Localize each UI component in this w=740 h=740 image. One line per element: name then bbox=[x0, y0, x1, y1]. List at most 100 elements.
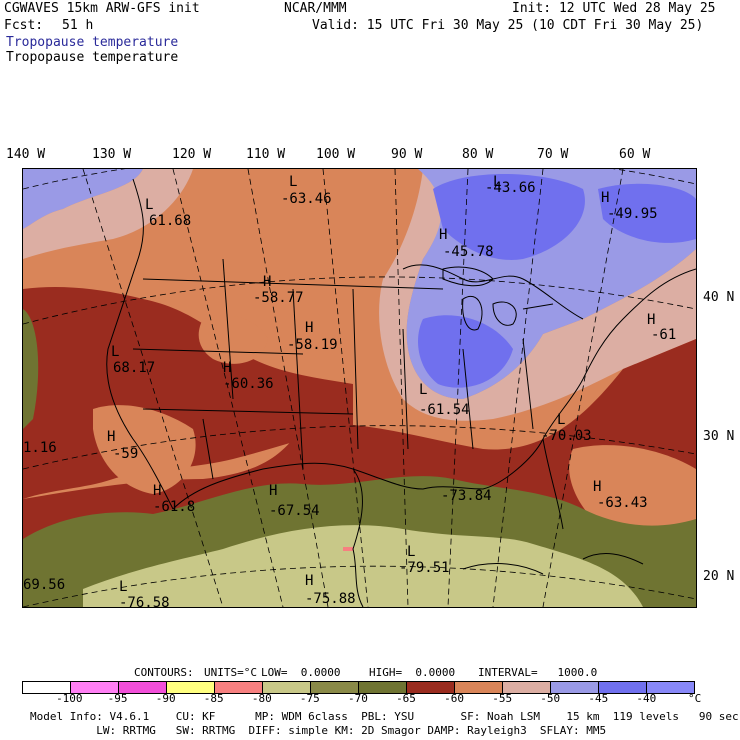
lat-label: 20 N bbox=[703, 569, 735, 584]
map-label-letter: L bbox=[289, 174, 297, 190]
map-label-letter: L bbox=[557, 412, 565, 428]
map-label-value: 1.16 bbox=[23, 440, 57, 456]
map-label-value: -61.8 bbox=[153, 499, 195, 515]
legend-tick-label: °C bbox=[688, 692, 702, 705]
legend-swatch bbox=[407, 682, 455, 693]
graticule bbox=[23, 169, 696, 607]
lon-label: 100 W bbox=[316, 147, 356, 162]
field-title-blue: Tropopause temperature bbox=[6, 35, 179, 50]
lon-label: 120 W bbox=[172, 147, 212, 162]
map-label-letter: H bbox=[439, 227, 447, 243]
legend-tick-label: -60 bbox=[444, 692, 465, 705]
map-label-letter: H bbox=[153, 483, 161, 499]
map-label-letter: H bbox=[593, 479, 601, 495]
map-label-value: -63.46 bbox=[281, 191, 332, 207]
tropopause-temperature-map: L -63.46 L -43.66 L 61.68 H -49.95 H -45… bbox=[22, 168, 697, 608]
lon-label: 80 W bbox=[462, 147, 494, 162]
map-label-value: -70.03 bbox=[541, 428, 592, 444]
field-purple-nw bbox=[23, 169, 143, 229]
field-pink-center bbox=[273, 169, 696, 421]
field-blue-1 bbox=[433, 174, 585, 260]
map-label-letter: L bbox=[111, 344, 119, 360]
high-label: HIGH= 0.0000 bbox=[369, 666, 456, 679]
map-label-value: -79.51 bbox=[399, 560, 450, 576]
valid-time: Valid: 15 UTC Fri 30 May 25 (10 CDT Fri … bbox=[312, 18, 704, 33]
map-label-letter: H bbox=[305, 320, 313, 336]
legend-tick-label: -80 bbox=[251, 692, 272, 705]
legend-swatch bbox=[503, 682, 551, 693]
legend-swatch bbox=[263, 682, 311, 693]
lon-label: 70 W bbox=[537, 147, 569, 162]
great-lakes bbox=[442, 266, 554, 331]
field-olive-west bbox=[23, 309, 39, 429]
center-label: NCAR/MMM bbox=[284, 1, 347, 16]
field-blue-2 bbox=[598, 183, 696, 243]
legend-swatch bbox=[599, 682, 647, 693]
legend-swatch bbox=[23, 682, 71, 693]
map-label-letter: H bbox=[107, 429, 115, 445]
legend-swatch bbox=[647, 682, 694, 693]
map-label-value: -73.84 bbox=[441, 488, 492, 504]
map-label-letter: H bbox=[223, 360, 231, 376]
interval-label: INTERVAL= 1000.0 bbox=[478, 666, 598, 679]
lon-label: 140 W bbox=[6, 147, 46, 162]
field-blue-3 bbox=[418, 315, 513, 388]
lon-label: 110 W bbox=[246, 147, 286, 162]
legend-tick-label: -45 bbox=[588, 692, 609, 705]
field-salmon-blip bbox=[343, 547, 353, 551]
lon-label: 60 W bbox=[619, 147, 651, 162]
model-info-line1: Model Info: V4.6.1 CU: KF MP: WDM 6class… bbox=[30, 710, 739, 723]
map-label-value: -60.36 bbox=[223, 376, 274, 392]
field-title: Tropopause temperature bbox=[6, 50, 179, 65]
lon-label: 130 W bbox=[92, 147, 132, 162]
map-label-value: -45.78 bbox=[443, 244, 494, 260]
legend-tick-label: -85 bbox=[203, 692, 224, 705]
coastlines bbox=[106, 178, 696, 607]
map-label-letter: H bbox=[305, 573, 313, 589]
legend-tick-label: -55 bbox=[492, 692, 513, 705]
contours-label: CONTOURS: bbox=[134, 666, 194, 679]
legend-tick-label: -50 bbox=[540, 692, 561, 705]
legend-tick-label: -70 bbox=[348, 692, 368, 705]
legend-tick-label: -75 bbox=[299, 692, 320, 705]
map-label-value: -61 bbox=[651, 327, 676, 343]
map-label-value: -75.88 bbox=[305, 591, 356, 607]
lon-label: 90 W bbox=[391, 147, 423, 162]
fcst-hours: 51 h bbox=[62, 18, 94, 33]
legend-tick-label: -100 bbox=[56, 692, 83, 705]
map-label-value: 68.17 bbox=[113, 360, 155, 376]
map-labels: L -63.46 L -43.66 L 61.68 H -49.95 H -45… bbox=[23, 174, 676, 607]
model-info-line2: LW: RRTMG SW: RRTMG DIFF: simple KM: 2D … bbox=[30, 724, 607, 737]
map-label-letter: L bbox=[493, 174, 501, 190]
map-label-value: -76.58 bbox=[119, 595, 170, 607]
field-pink-nw bbox=[23, 169, 193, 259]
map-label-value: 61.68 bbox=[149, 213, 191, 229]
legend-swatch bbox=[311, 682, 359, 693]
lat-label: 40 N bbox=[703, 290, 735, 305]
map-label-letter: L bbox=[145, 197, 153, 213]
field-orange-patch1 bbox=[93, 405, 196, 494]
map-label-value: -63.43 bbox=[597, 495, 648, 511]
fcst-label: Fcst: bbox=[4, 18, 44, 33]
legend-swatch bbox=[551, 682, 599, 693]
map-label-letter: H bbox=[263, 274, 271, 290]
units-label: UNITS=°C bbox=[204, 666, 257, 679]
lat-label: 30 N bbox=[703, 429, 735, 444]
map-label-letter: L bbox=[407, 544, 415, 560]
map-label-value: -43.66 bbox=[485, 180, 536, 196]
map-label-value: -61.54 bbox=[419, 402, 470, 418]
legend-tick-label: -95 bbox=[107, 692, 128, 705]
map-label-letter: L bbox=[419, 382, 427, 398]
low-label: LOW= 0.0000 bbox=[261, 666, 341, 679]
map-label-value: -58.77 bbox=[253, 290, 304, 306]
legend-swatch bbox=[455, 682, 503, 693]
model-title: CGWAVES 15km ARW-GFS init bbox=[4, 1, 200, 16]
map-label-value: 69.56 bbox=[23, 577, 65, 593]
field-orange-patch2 bbox=[569, 445, 696, 538]
map-label-letter: H bbox=[601, 190, 609, 206]
map-label-value: -58.19 bbox=[287, 337, 338, 353]
legend-swatch bbox=[71, 682, 119, 693]
legend-swatch bbox=[215, 682, 263, 693]
map-label-letter: H bbox=[269, 483, 277, 499]
legend-tick-label: -40 bbox=[636, 692, 657, 705]
